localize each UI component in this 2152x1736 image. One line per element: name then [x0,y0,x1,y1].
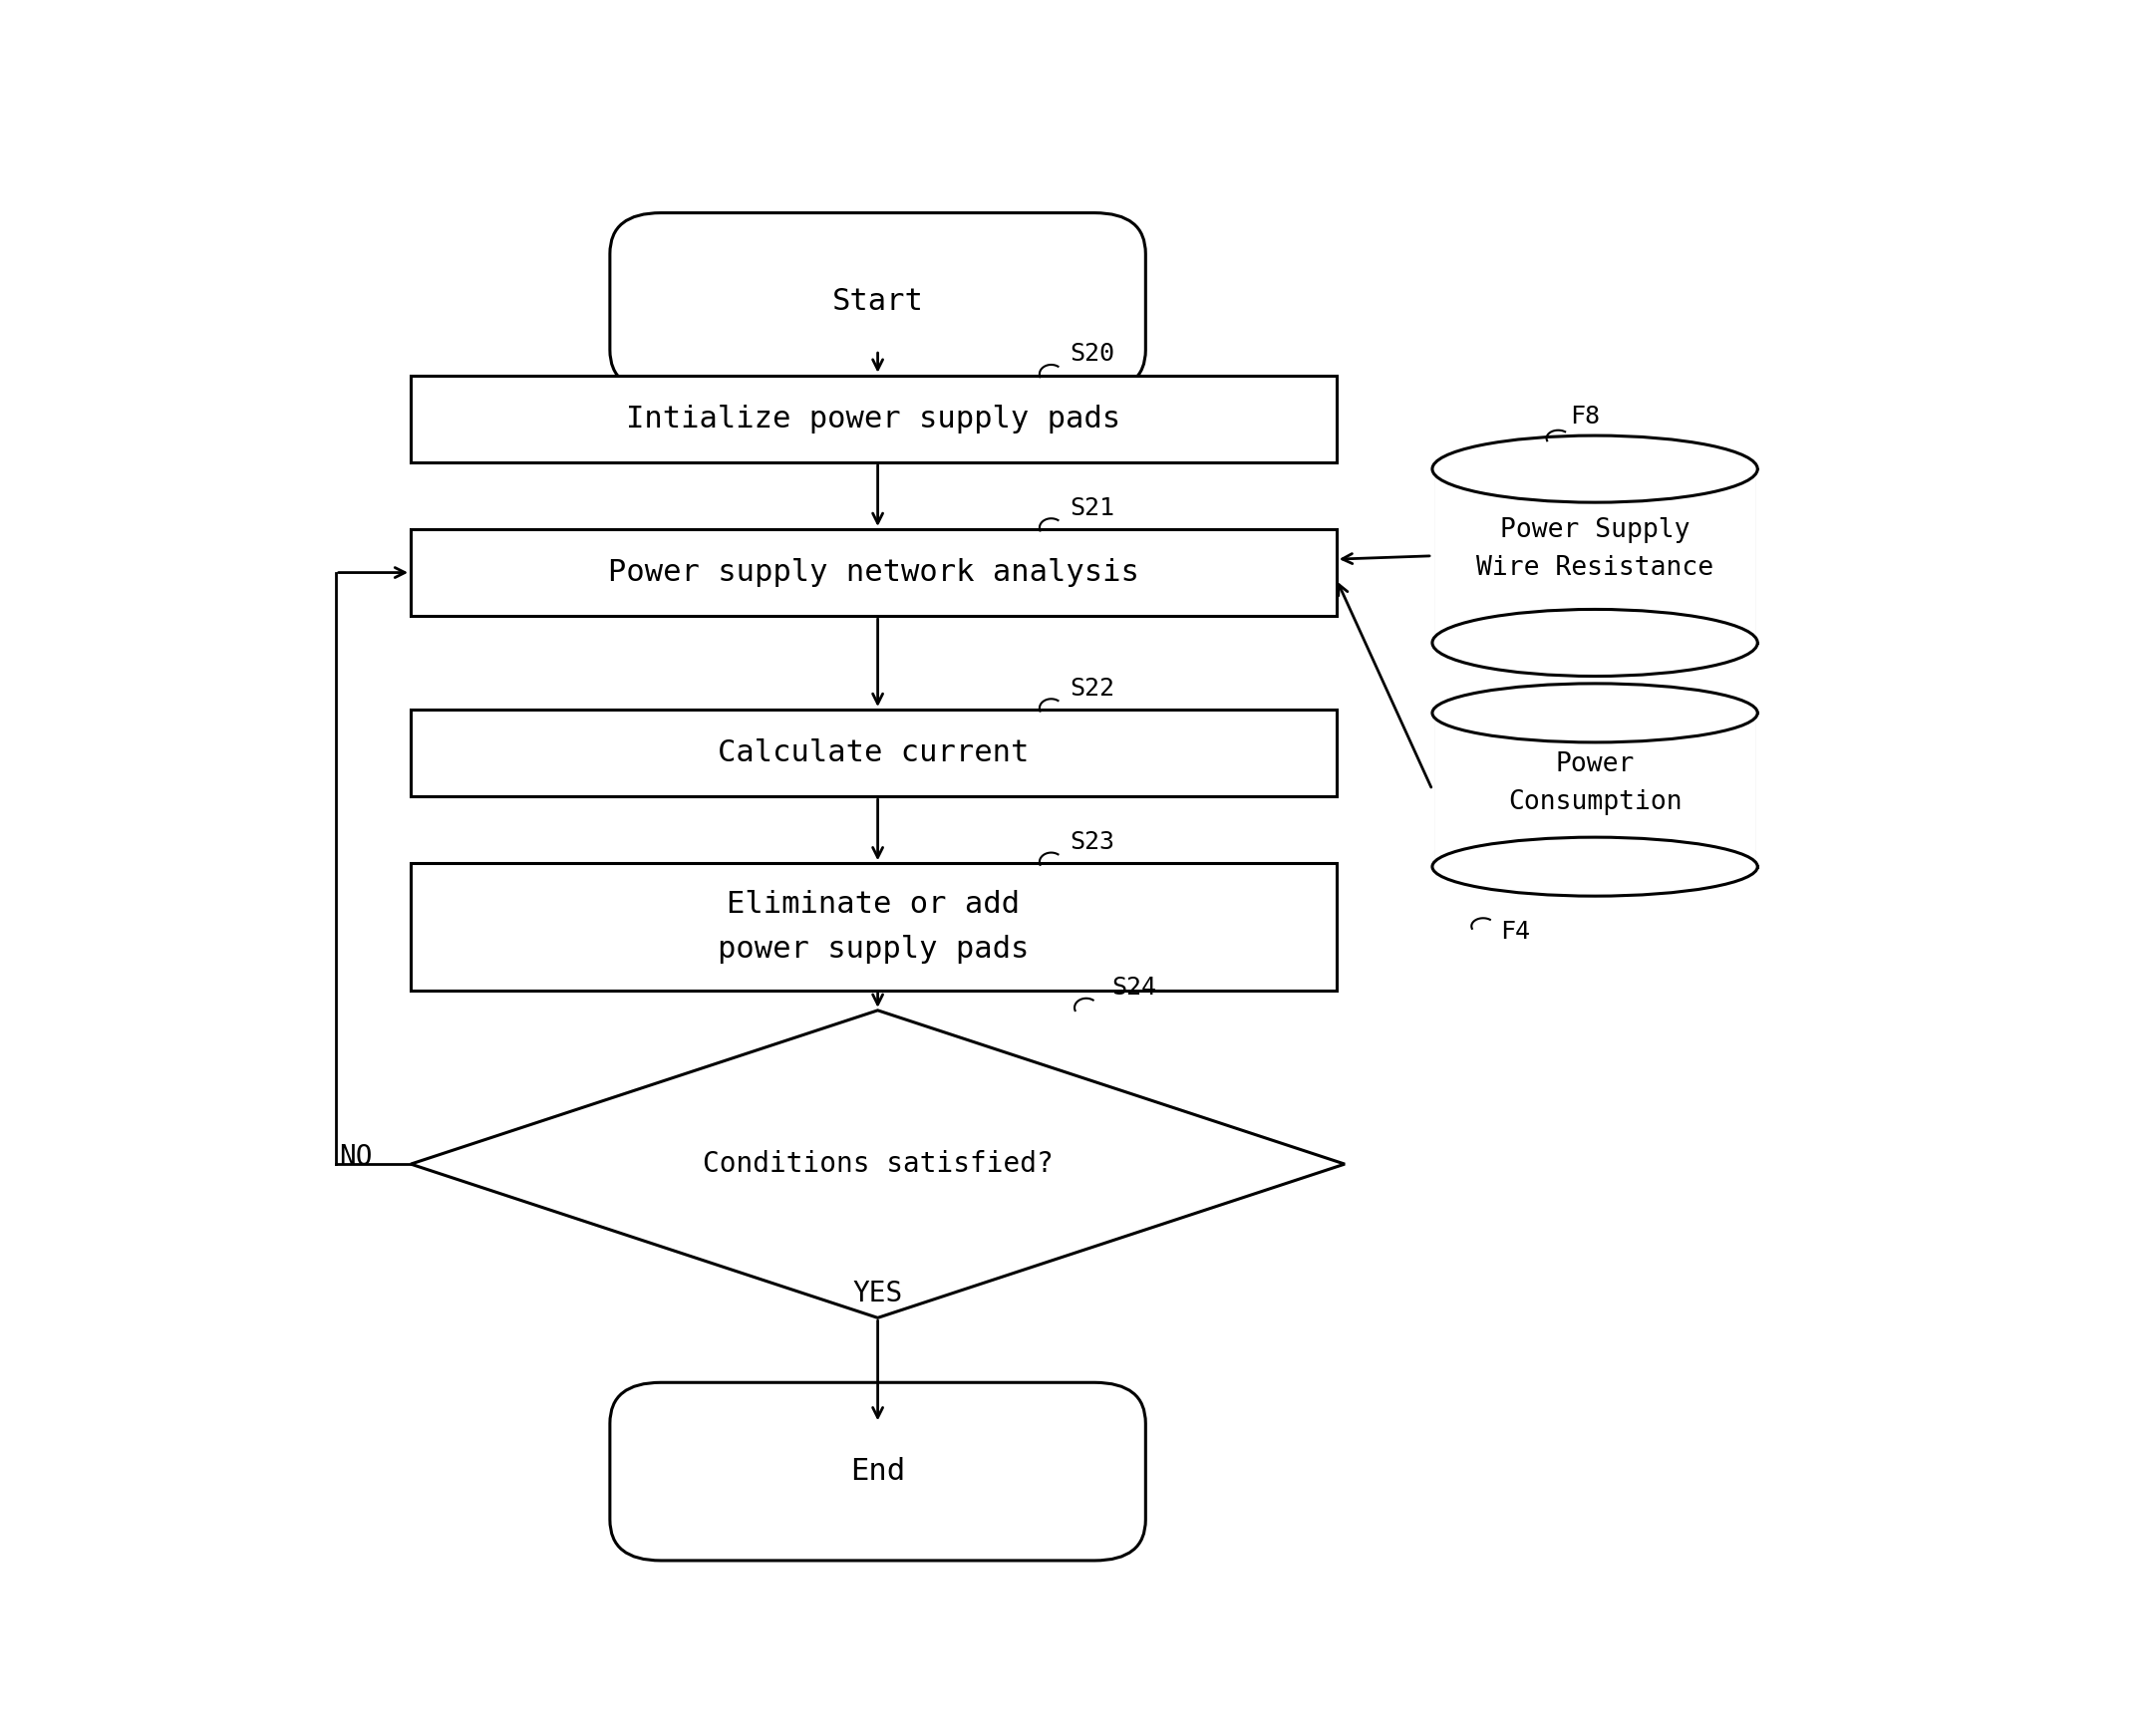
Text: S21: S21 [1070,496,1115,519]
Ellipse shape [1433,609,1758,677]
Ellipse shape [1433,436,1758,502]
Bar [1433,469,1758,642]
Text: S22: S22 [1070,677,1115,700]
Bar [1756,470,1760,641]
Text: YES: YES [852,1279,904,1307]
Text: F8: F8 [1571,404,1599,429]
Bar [1433,713,1758,866]
Bar [411,529,1336,616]
FancyBboxPatch shape [609,1382,1145,1561]
Bar [1429,470,1433,641]
Ellipse shape [1433,684,1758,743]
Text: NO: NO [340,1144,372,1172]
Text: Power Supply
Wire Resistance: Power Supply Wire Resistance [1476,517,1713,582]
Text: S23: S23 [1070,830,1115,854]
Text: Conditions satisfied?: Conditions satisfied? [702,1151,1052,1179]
Bar [411,375,1336,462]
Text: Eliminate or add
power supply pads: Eliminate or add power supply pads [719,891,1029,963]
Text: Calculate current: Calculate current [719,738,1029,767]
Text: Power
Consumption: Power Consumption [1509,752,1683,814]
Bar [1756,713,1760,865]
Bar [411,863,1336,990]
Bar [411,710,1336,797]
Ellipse shape [1433,837,1758,896]
Polygon shape [411,1010,1345,1318]
Text: End: End [850,1457,906,1486]
FancyBboxPatch shape [609,214,1145,391]
Text: Intialize power supply pads: Intialize power supply pads [626,404,1121,434]
Text: S24: S24 [1110,976,1156,1000]
Text: S20: S20 [1070,342,1115,366]
Text: F4: F4 [1500,920,1530,943]
Text: Start: Start [833,288,923,316]
Text: Power supply network analysis: Power supply network analysis [609,559,1138,587]
Bar [1429,713,1433,865]
